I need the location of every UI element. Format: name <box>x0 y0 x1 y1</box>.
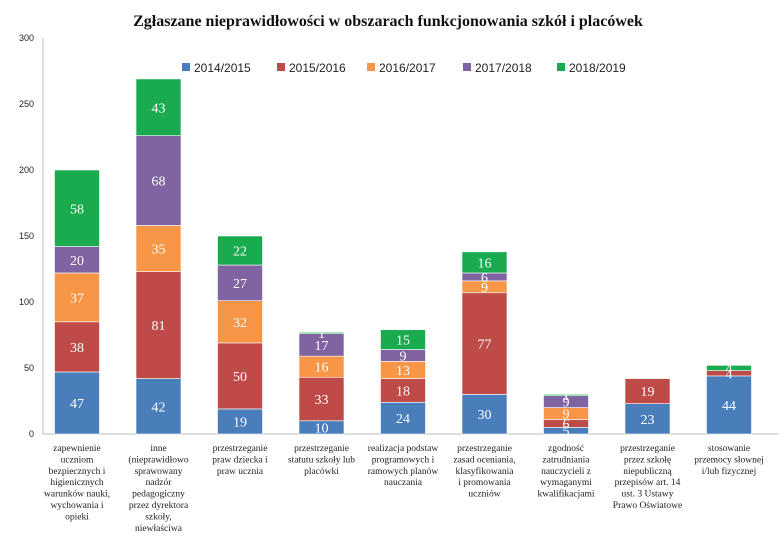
bar-segment <box>461 394 508 435</box>
chart-title: Zgłaszane nieprawidłowości w obszarach f… <box>133 13 643 30</box>
data-label: 81 <box>152 319 166 334</box>
bar-segment <box>217 342 263 410</box>
bar-segment <box>380 402 426 435</box>
category-labels: zapewnienie uczniom bezpiecznych i higienic… <box>44 444 764 534</box>
category-label: zapewnienie uczniom bezpiecznych i higienic… <box>44 444 110 522</box>
legend-label: 2017/2018 <box>475 61 532 75</box>
data-label: 33 <box>315 393 329 408</box>
data-label: 50 <box>233 370 247 385</box>
data-label: 77 <box>478 338 492 353</box>
data-label: 24 <box>396 412 410 427</box>
data-label: 20 <box>70 254 84 269</box>
data-label: 35 <box>152 243 166 258</box>
legend-swatch <box>557 63 565 71</box>
data-label: 16 <box>478 256 492 271</box>
data-label: 58 <box>70 202 84 217</box>
bar-segment <box>54 371 100 435</box>
data-label: 9 <box>400 349 407 364</box>
bar-segment <box>54 169 100 247</box>
category-label: przestrzeganie praw dziecka i praw ucznia <box>212 444 268 477</box>
bar-segment <box>706 375 752 435</box>
data-label: 27 <box>233 277 247 292</box>
data-label: 16 <box>315 361 329 376</box>
data-label: 17 <box>315 339 329 354</box>
y-tick-label: 300 <box>19 33 34 43</box>
category-label: inne (nieprawidłowo sprawowany nadzór pedago… <box>128 444 189 534</box>
data-label: 15 <box>396 334 410 349</box>
data-label: 9 <box>563 396 570 411</box>
data-label: 9 <box>481 281 488 296</box>
y-axis-ticks: 0 50 100 150 200 250 300 <box>19 33 34 439</box>
category-label: realizacja podstaw programowych i ramowych… <box>368 444 439 488</box>
bar-segment <box>135 271 182 379</box>
data-label: 1 <box>563 389 570 404</box>
legend-swatch <box>463 63 471 71</box>
bar-segment <box>135 135 182 226</box>
bar-segment <box>380 329 426 350</box>
data-label: 37 <box>70 291 84 306</box>
bar-segment <box>461 251 508 274</box>
bar-segment <box>135 78 182 136</box>
bar-segment <box>217 408 263 435</box>
data-label: 13 <box>396 364 410 379</box>
legend-label: 2015/2016 <box>289 61 346 75</box>
legend-label: 2016/2017 <box>379 61 436 75</box>
data-label: 38 <box>70 341 84 356</box>
bar-segment <box>624 403 671 435</box>
data-label: 68 <box>152 175 166 190</box>
bar-segment <box>461 292 508 395</box>
data-label: 42 <box>152 400 166 415</box>
data-label: 4 <box>726 362 733 377</box>
legend: 2014/2015 2015/2016 2016/2017 2017/2018 2018… <box>182 61 626 75</box>
data-label: 4 <box>726 367 733 382</box>
legend-label: 2014/2015 <box>194 61 251 75</box>
legend-swatch <box>182 63 190 71</box>
bar-segment <box>217 300 263 344</box>
data-label: 30 <box>478 408 492 423</box>
category-label: przestrzeganie statutu szkoły lub placówki <box>288 444 355 477</box>
category-label: stosowanie przemocy słownej i/lub fizyczne… <box>694 444 763 477</box>
y-tick-label: 100 <box>19 297 34 307</box>
data-label: 10 <box>315 421 329 436</box>
bar-segment <box>543 394 589 397</box>
bar-segment <box>706 365 752 371</box>
y-tick-label: 0 <box>29 429 34 439</box>
legend-swatch <box>367 63 375 71</box>
category-label: zgodność zatrudniania nauczycieli z wymagan… <box>538 444 595 500</box>
data-label: 19 <box>233 415 247 430</box>
data-label: 9 <box>563 408 570 423</box>
bar-segment <box>135 225 182 272</box>
bar-segment <box>54 272 100 323</box>
bar-segment <box>217 264 263 301</box>
data-label: 47 <box>70 397 84 412</box>
data-label: 44 <box>722 399 736 414</box>
category-label: przestrzeganie przez szkołę niepubliczną pr… <box>613 444 682 511</box>
bar-segment <box>135 378 182 435</box>
bar-segment <box>298 332 345 334</box>
y-tick-label: 150 <box>19 231 34 241</box>
y-tick-label: 200 <box>19 165 34 175</box>
data-label: 6 <box>563 417 570 432</box>
data-label: 32 <box>233 316 247 331</box>
bar-segment <box>624 378 671 404</box>
data-label: 23 <box>641 413 655 428</box>
bars <box>54 78 752 435</box>
bar-segment <box>54 246 100 274</box>
y-tick-label: 50 <box>24 363 34 373</box>
data-label: 22 <box>233 245 247 260</box>
legend-label: 2018/2019 <box>569 61 626 75</box>
data-label: 1 <box>318 327 325 342</box>
bar-segment <box>298 376 345 422</box>
data-label: 43 <box>152 101 166 116</box>
bar-segment <box>217 235 263 266</box>
data-label: 18 <box>396 384 410 399</box>
data-label: 6 <box>481 271 488 286</box>
data-label: 19 <box>641 385 655 400</box>
legend-swatch <box>277 63 285 71</box>
category-label: przestrzeganie zasad oceniania, klasyfikow… <box>453 444 515 500</box>
y-tick-label: 250 <box>19 99 34 109</box>
data-label: 5 <box>563 425 570 440</box>
data-labels: 4738372058428135684319503227221033161712… <box>70 101 736 439</box>
